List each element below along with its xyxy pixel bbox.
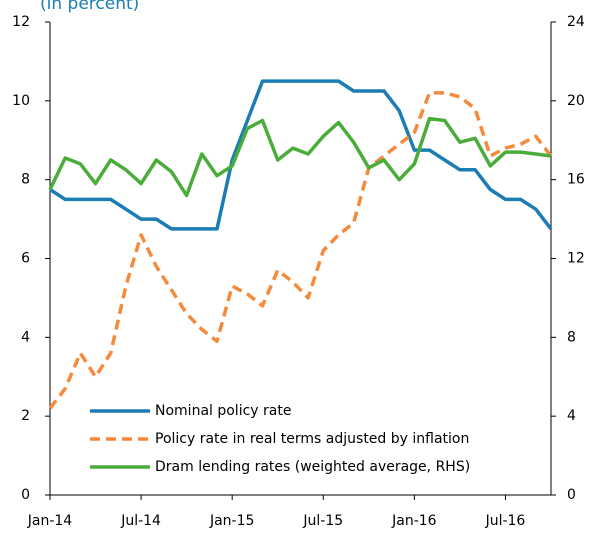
y2-tick-label: 24 [567,14,585,30]
chart-subtitle: (in percent) [40,0,139,14]
series-line [48,91,553,410]
legend-label: Dram lending rates (weighted average, RH… [155,459,470,475]
series-line [48,116,552,198]
x-tick-label: Jan-15 [209,513,254,529]
x-tick-label: Jul-14 [120,513,161,529]
y2-tick-label: 20 [567,93,585,109]
y-tick-label: 12 [12,14,30,30]
y2-tick-label: 16 [567,172,585,188]
y2-tick-label: 12 [567,251,585,267]
x-tick-label: Jan-14 [27,513,73,529]
y-tick-label: 8 [21,172,30,188]
y-tick-label: 0 [21,487,30,503]
y2-tick-label: 0 [567,487,576,503]
y-tick-label: 10 [12,93,30,109]
legend-label: Nominal policy rate [155,403,291,419]
x-tick-label: Jul-16 [485,513,526,529]
y-tick-label: 6 [21,251,30,267]
y2-tick-label: 8 [567,329,576,345]
series-line [49,79,553,231]
x-tick-label: Jan-16 [391,513,437,529]
y-tick-label: 4 [21,329,30,345]
y2-tick-label: 4 [567,408,576,424]
x-tick-label: Jul-15 [302,513,343,529]
y-tick-label: 2 [21,408,30,424]
legend-label: Policy rate in real terms adjusted by in… [155,431,469,447]
